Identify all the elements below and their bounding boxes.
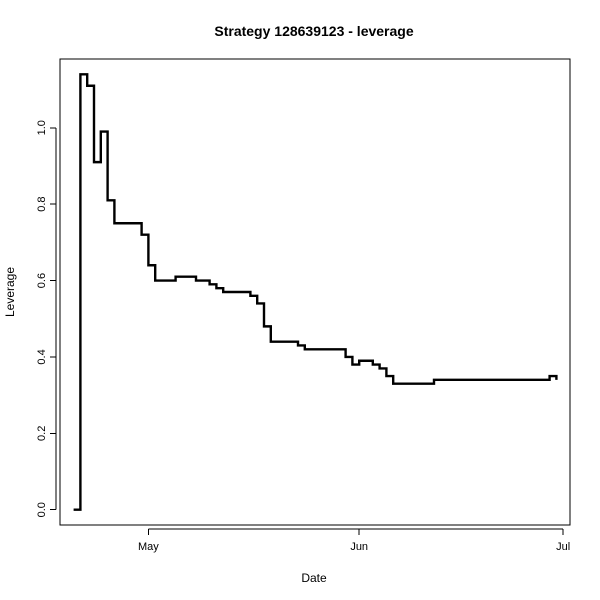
y-tick-label: 0.0 [36, 502, 48, 517]
y-tick-label: 0.2 [36, 426, 48, 441]
plot-area-border [59, 58, 571, 526]
chart-title: Strategy 128639123 - leverage [214, 23, 413, 39]
y-tick-label: 0.6 [36, 273, 48, 288]
y-tick-label: 0.4 [36, 349, 48, 364]
y-axis-label: Leverage [3, 267, 17, 317]
x-axis: May Jun Jul [138, 528, 570, 553]
y-tick-label: 0.8 [36, 196, 48, 211]
x-tick-label: Jun [350, 541, 368, 553]
y-tick-label: 1.0 [36, 120, 48, 135]
series-layer [73, 73, 558, 511]
x-axis-label: Date [301, 571, 327, 585]
leverage-series-line [73, 73, 558, 511]
x-tick-label: May [138, 541, 159, 553]
x-tick-label: Jul [556, 541, 570, 553]
y-axis: 0.0 0.2 0.4 0.6 0.8 1.0 [36, 120, 57, 517]
